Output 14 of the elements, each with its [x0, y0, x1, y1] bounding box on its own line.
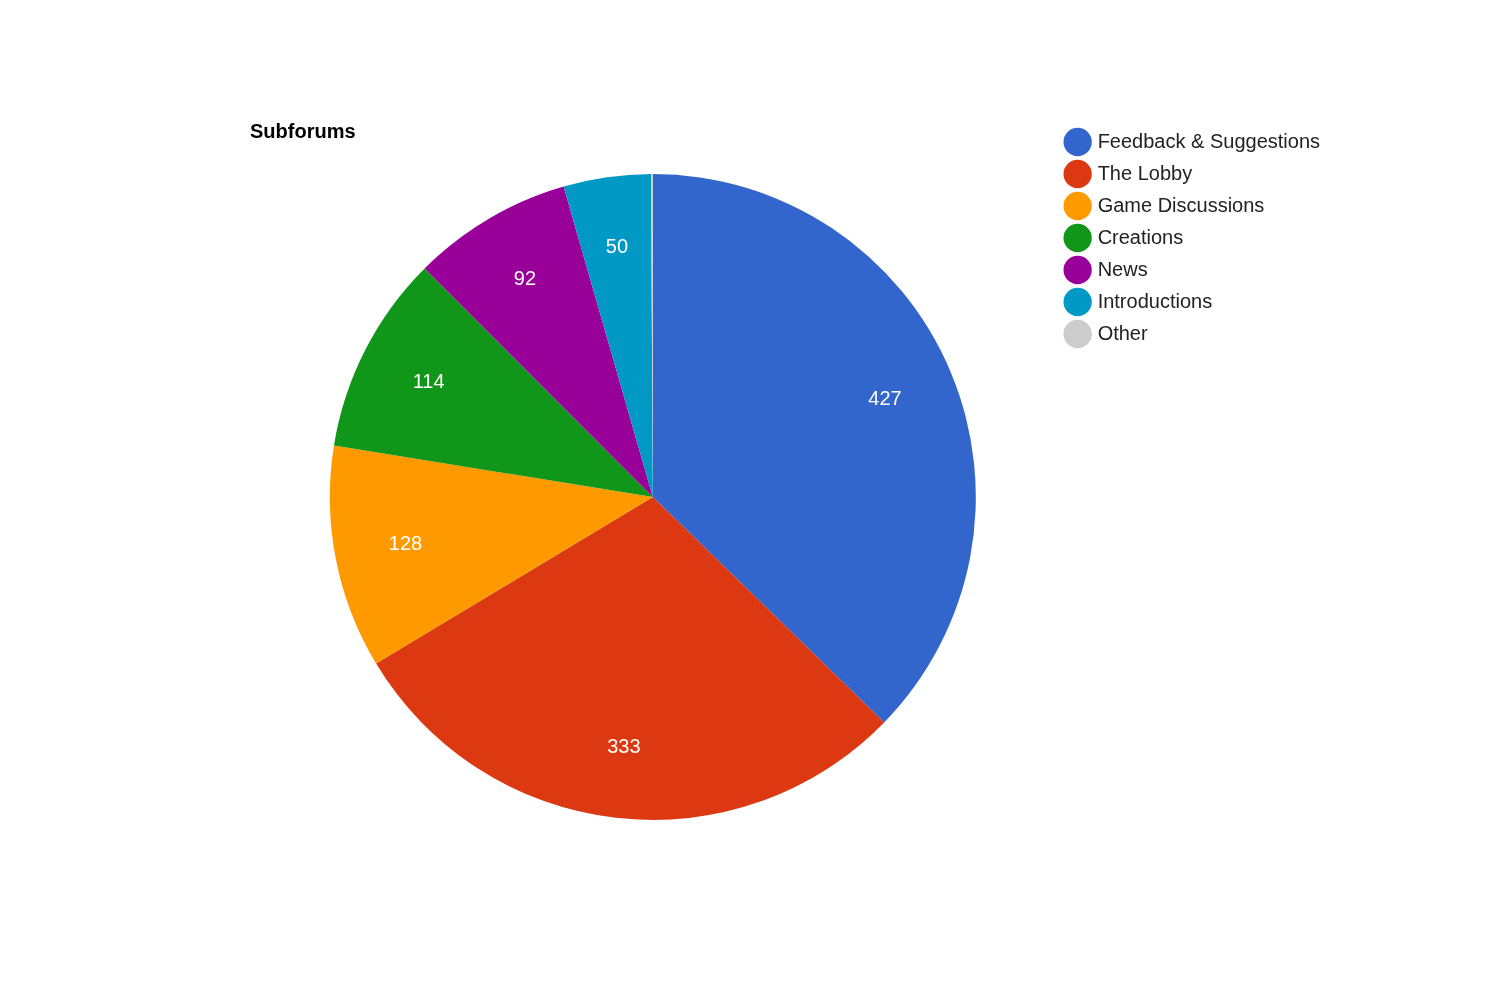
data-label: 114: [412, 369, 445, 392]
data-label: 92: [513, 267, 537, 290]
legend-label: The Lobby: [1097, 161, 1193, 184]
data-label: 333: [607, 734, 641, 757]
legend-label: News: [1097, 257, 1148, 280]
chart-title: Subforums: [250, 119, 356, 142]
legend-label: Feedback & Suggestions: [1097, 129, 1321, 152]
legend-label: Game Discussions: [1097, 193, 1265, 216]
data-label: 427: [868, 386, 902, 409]
data-label: 50: [605, 235, 629, 258]
legend-label: Introductions: [1097, 289, 1213, 312]
legend-label: Other: [1097, 321, 1148, 344]
legend-label: Creations: [1097, 225, 1184, 248]
data-label: 128: [388, 532, 423, 555]
